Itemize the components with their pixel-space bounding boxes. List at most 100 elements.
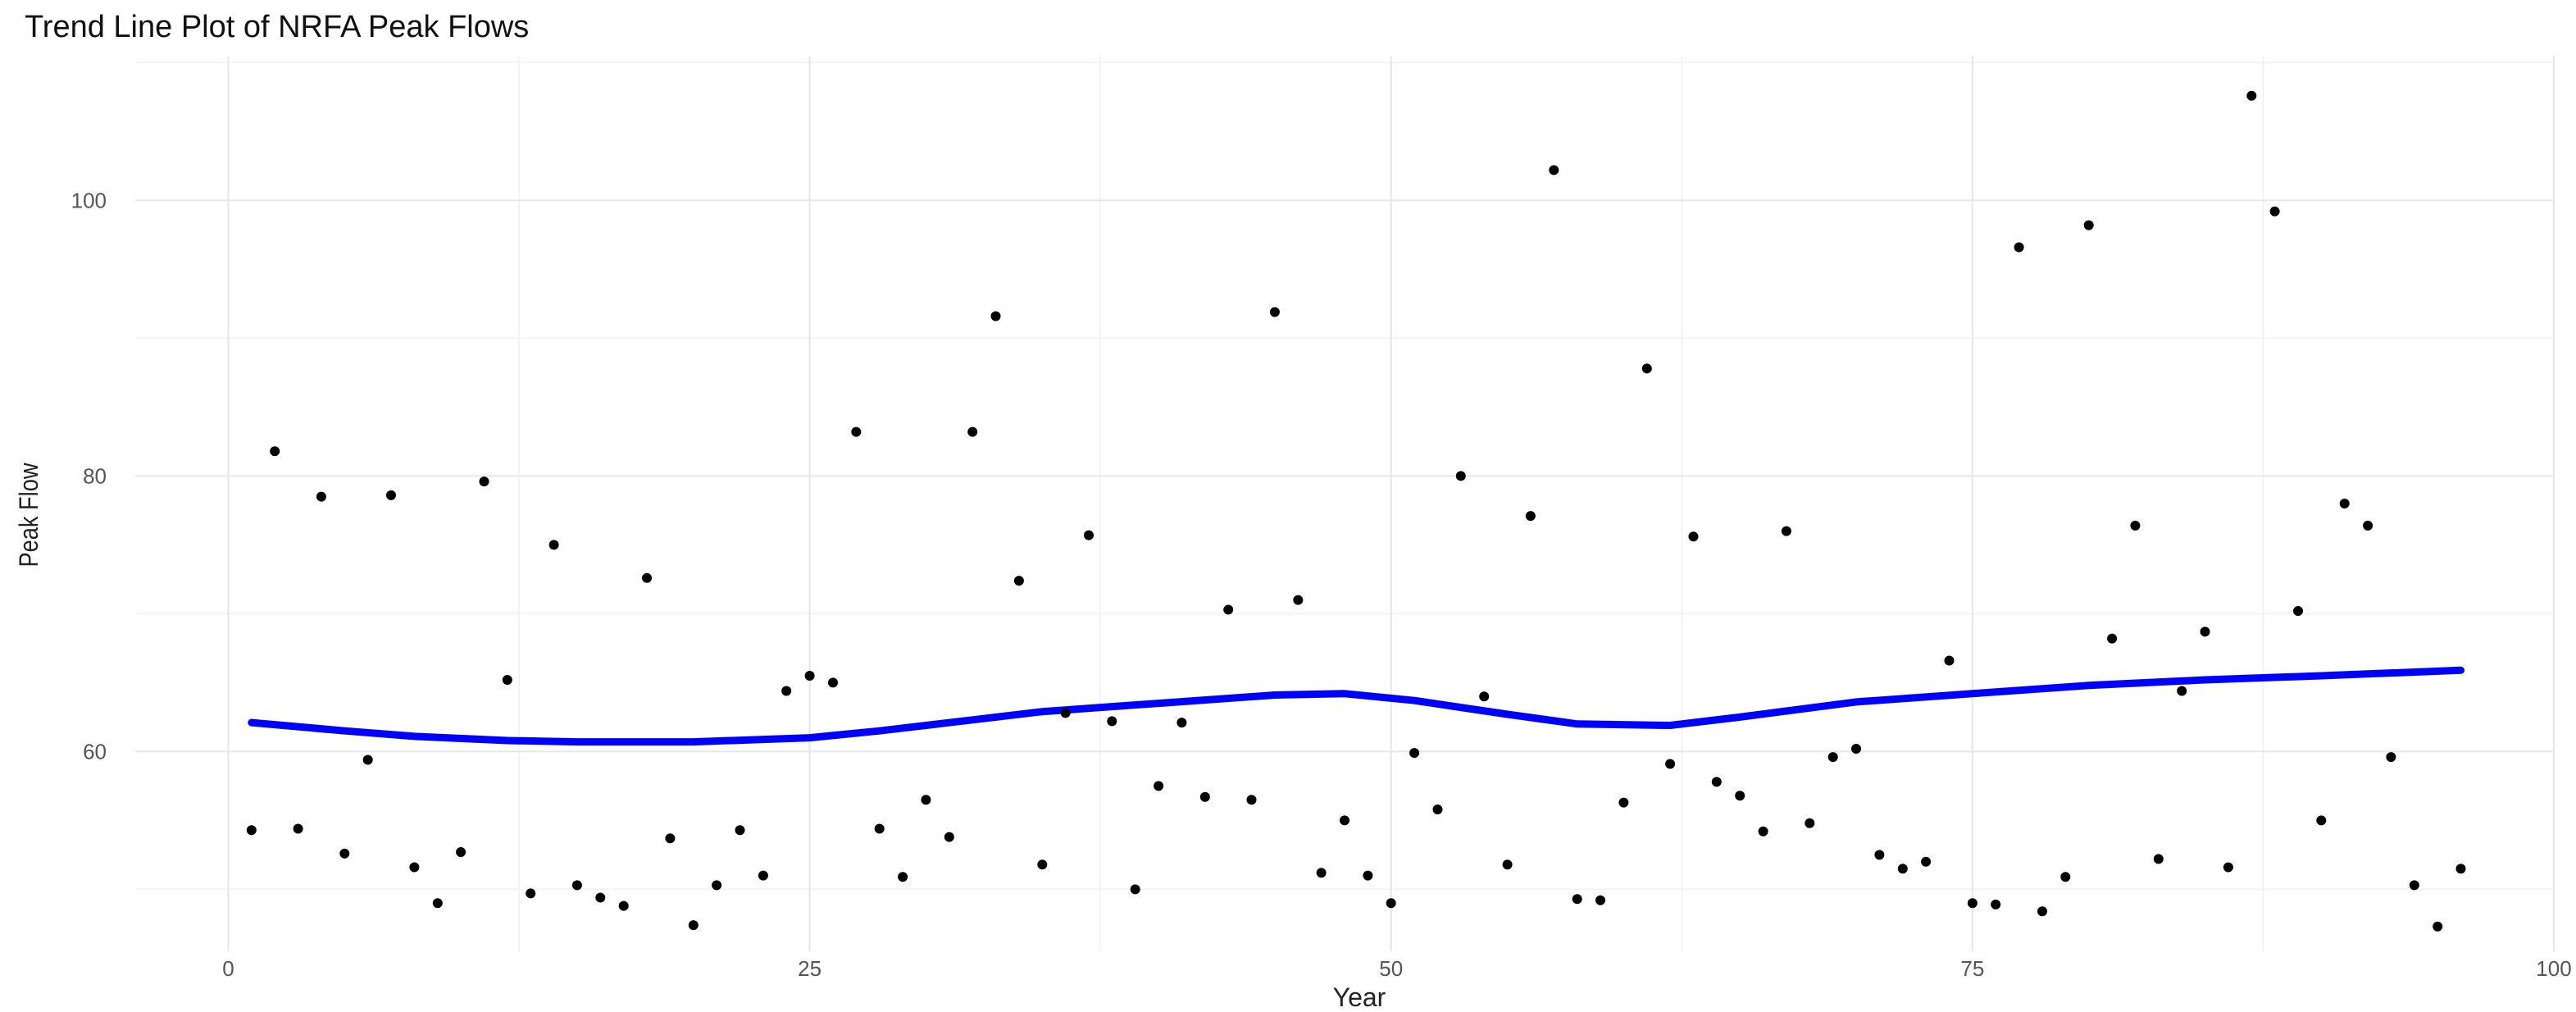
data-point bbox=[1199, 791, 1210, 802]
data-point bbox=[2223, 862, 2233, 873]
data-point bbox=[642, 572, 652, 583]
data-point bbox=[502, 675, 512, 685]
data-point bbox=[851, 426, 862, 437]
y-tick-label: 60 bbox=[83, 739, 107, 764]
data-point bbox=[246, 825, 257, 836]
data-point bbox=[758, 870, 768, 881]
data-point bbox=[2153, 854, 2164, 864]
chart-title: Trend Line Plot of NRFA Peak Flows bbox=[25, 10, 530, 44]
data-point bbox=[2433, 921, 2443, 932]
data-point bbox=[1176, 718, 1187, 728]
data-point bbox=[571, 880, 582, 891]
data-point bbox=[2014, 242, 2024, 253]
data-point bbox=[804, 671, 815, 681]
data-point bbox=[990, 311, 1001, 321]
x-axis-ticks: 0 25 50 75 100 bbox=[222, 956, 2571, 981]
data-point bbox=[1688, 531, 1699, 542]
data-point bbox=[1618, 797, 1629, 808]
data-point bbox=[1874, 850, 1885, 860]
data-point bbox=[712, 880, 722, 891]
data-point bbox=[1432, 805, 1443, 814]
x-tick-label: 0 bbox=[222, 956, 234, 981]
data-point bbox=[1572, 894, 1582, 905]
data-point bbox=[548, 540, 559, 550]
data-point bbox=[2037, 906, 2047, 917]
data-point bbox=[1130, 884, 1140, 895]
data-point bbox=[316, 491, 326, 502]
y-axis-label: Peak Flow bbox=[15, 463, 44, 567]
x-tick-label: 25 bbox=[798, 956, 821, 981]
data-point bbox=[293, 823, 303, 834]
data-point bbox=[2293, 606, 2303, 616]
data-point bbox=[2200, 627, 2210, 637]
data-point bbox=[967, 426, 978, 437]
data-point bbox=[386, 490, 396, 500]
grid-lines bbox=[135, 56, 2555, 951]
data-point bbox=[1246, 795, 1257, 805]
data-point bbox=[1921, 856, 1932, 867]
data-point bbox=[1363, 870, 1373, 881]
x-axis-label: Year bbox=[1333, 982, 1386, 1012]
data-point bbox=[1107, 716, 1117, 727]
data-point bbox=[1409, 748, 1420, 759]
data-point bbox=[2130, 520, 2141, 531]
data-point bbox=[270, 446, 280, 457]
data-point bbox=[665, 833, 676, 844]
data-point bbox=[1827, 752, 1838, 763]
data-point bbox=[1967, 898, 1978, 909]
data-point bbox=[1549, 165, 1559, 176]
data-point bbox=[1013, 576, 1024, 586]
data-point bbox=[456, 847, 467, 857]
data-point bbox=[1386, 898, 1396, 909]
data-point bbox=[362, 754, 373, 765]
data-point bbox=[1455, 471, 1466, 481]
data-point bbox=[409, 862, 420, 873]
data-point bbox=[2363, 520, 2373, 531]
data-point bbox=[2316, 815, 2327, 826]
data-point bbox=[1944, 655, 1955, 666]
data-point bbox=[1595, 895, 1605, 905]
data-points bbox=[246, 90, 2466, 932]
data-point bbox=[479, 476, 489, 487]
data-point bbox=[1897, 864, 1908, 874]
data-point bbox=[526, 888, 536, 899]
data-point bbox=[1711, 777, 1722, 787]
data-point bbox=[2083, 220, 2094, 230]
data-point bbox=[2455, 864, 2466, 874]
data-point bbox=[1851, 744, 1861, 754]
data-point bbox=[1293, 595, 1304, 605]
data-point bbox=[2409, 880, 2419, 891]
data-point bbox=[1665, 759, 1676, 769]
data-point bbox=[1060, 708, 1071, 718]
y-tick-label: 100 bbox=[71, 188, 107, 212]
data-point bbox=[1805, 818, 1815, 828]
data-point bbox=[2339, 499, 2350, 508]
y-tick-label: 80 bbox=[83, 463, 107, 488]
data-point bbox=[1735, 791, 1745, 801]
data-point bbox=[944, 832, 954, 842]
x-tick-label: 50 bbox=[1379, 956, 1403, 981]
data-point bbox=[921, 795, 931, 805]
data-point bbox=[781, 686, 792, 696]
trend-line bbox=[248, 666, 2464, 746]
data-point bbox=[1479, 691, 1490, 702]
data-point bbox=[2246, 90, 2257, 101]
data-point bbox=[1758, 826, 1768, 836]
data-point bbox=[618, 900, 629, 911]
data-point bbox=[2060, 872, 2071, 882]
data-point bbox=[874, 823, 885, 834]
data-point bbox=[1223, 604, 1234, 615]
y-axis-ticks: 60 80 100 bbox=[71, 188, 107, 764]
data-point bbox=[735, 825, 745, 836]
data-point bbox=[1502, 859, 1513, 870]
data-point bbox=[1316, 868, 1327, 878]
data-point bbox=[595, 892, 606, 903]
data-point bbox=[2269, 206, 2280, 217]
data-point bbox=[2107, 633, 2118, 644]
data-point bbox=[1269, 307, 1280, 317]
data-point bbox=[898, 872, 908, 882]
data-point bbox=[1525, 511, 1536, 522]
data-point bbox=[432, 898, 443, 909]
data-point bbox=[339, 848, 350, 859]
